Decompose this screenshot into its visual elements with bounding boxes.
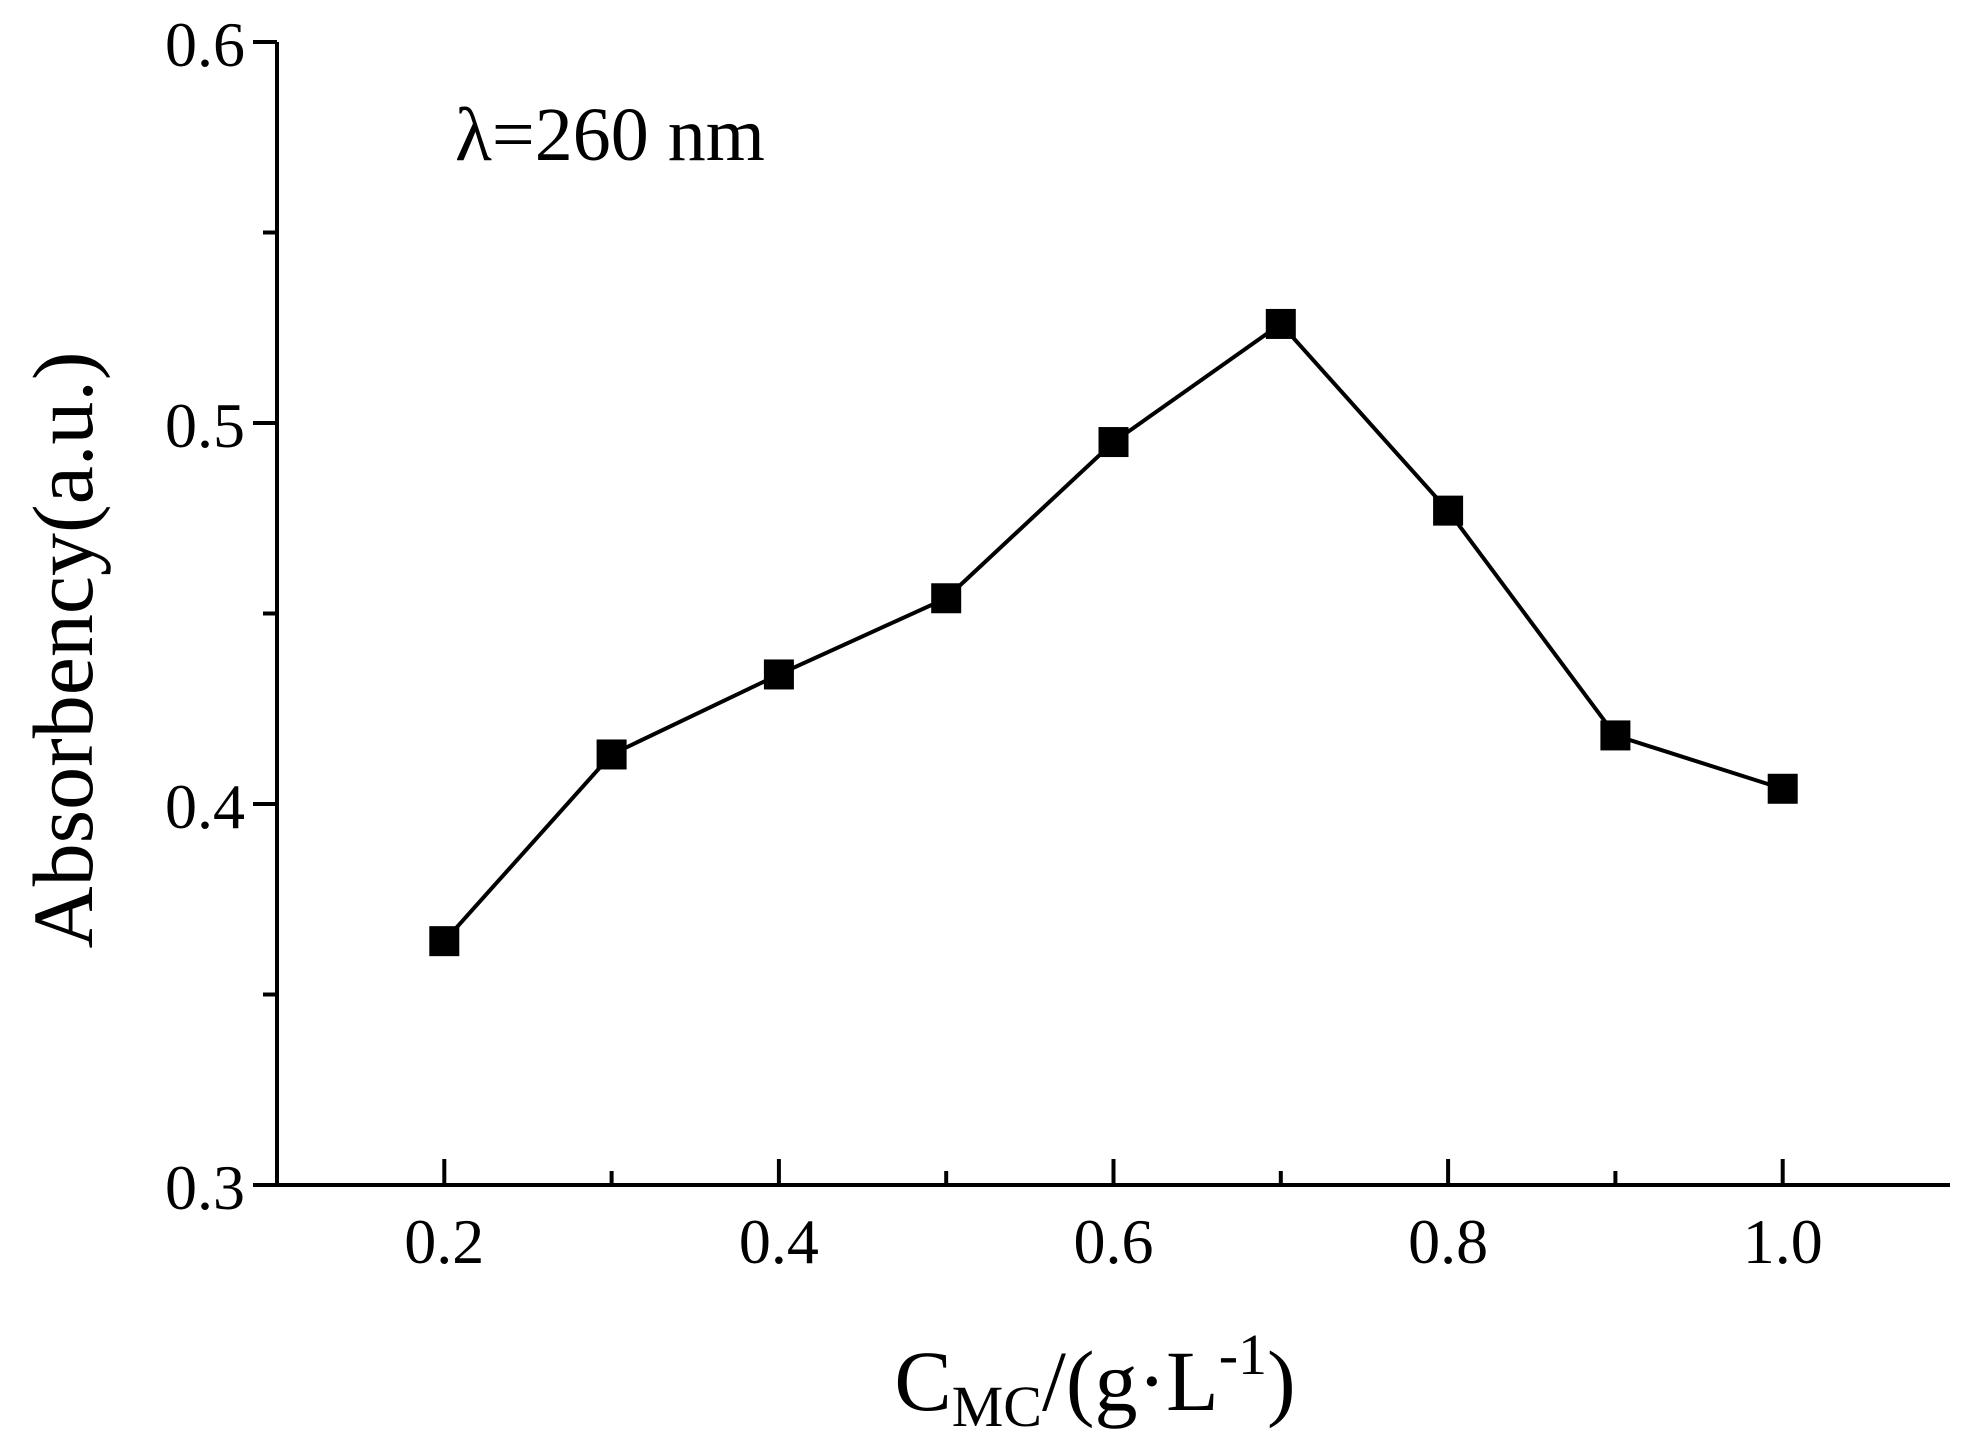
x-axis-label-close: ) xyxy=(1267,1333,1296,1429)
data-point-marker xyxy=(1265,308,1296,339)
annotation-wavelength: λ=260 nm xyxy=(455,93,765,177)
y-tick-label: 0.6 xyxy=(165,9,245,80)
data-point-marker xyxy=(1767,773,1798,804)
tick-labels: 0.3 0.4 0.5 0.6 0.2 0.4 0.6 0.8 1.0 xyxy=(165,9,1823,1277)
y-tick-label: 0.4 xyxy=(165,771,245,842)
x-tick-label: 1.0 xyxy=(1743,1206,1823,1277)
x-axis-label-unit: /(g·L xyxy=(1042,1333,1219,1429)
axes xyxy=(275,42,1950,1187)
x-tick-label: 0.4 xyxy=(739,1206,819,1277)
ticks xyxy=(253,40,1785,1187)
y-tick-label: 0.5 xyxy=(165,390,245,461)
y-tick-label: 0.3 xyxy=(165,1152,245,1223)
data-point-marker xyxy=(1433,495,1464,526)
x-tick-label: 0.6 xyxy=(1074,1206,1154,1277)
x-axis-label-subscript: MC xyxy=(952,1374,1042,1439)
x-axis-label-main: C xyxy=(894,1333,951,1429)
data-point-marker xyxy=(763,659,794,690)
x-tick-label: 0.2 xyxy=(404,1206,484,1277)
x-axis-label-superscript: -1 xyxy=(1219,1322,1267,1387)
x-axis-label: CMC/(g·L-1) xyxy=(894,1322,1295,1439)
data-point-marker xyxy=(1098,427,1129,458)
series-line xyxy=(442,321,1784,943)
data-point-marker xyxy=(596,739,627,770)
data-point-marker xyxy=(931,583,962,614)
data-point-marker xyxy=(1600,720,1631,751)
series-markers xyxy=(429,308,1798,957)
data-point-marker xyxy=(429,926,460,957)
x-tick-label: 0.8 xyxy=(1408,1206,1488,1277)
y-axis-label: Absorbency(a.u.) xyxy=(15,351,111,948)
